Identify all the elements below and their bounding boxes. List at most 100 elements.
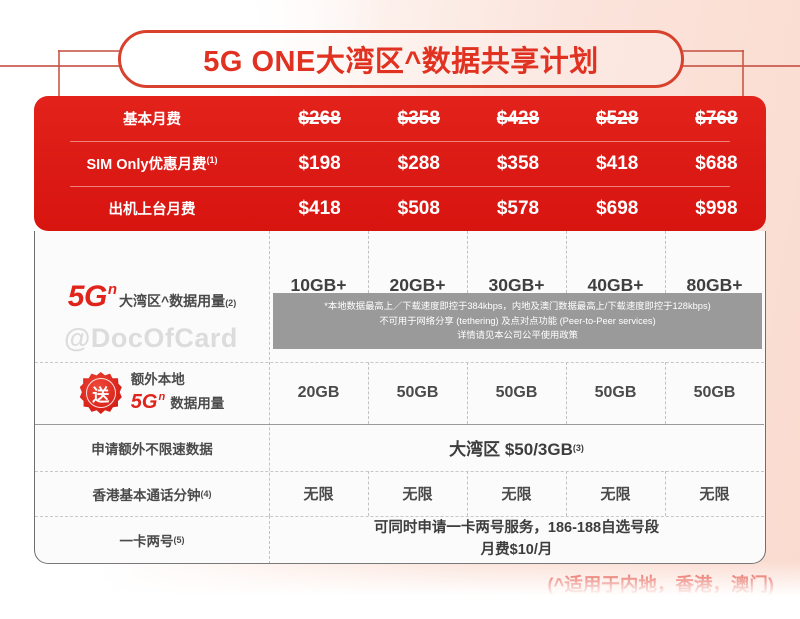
- footnote-marker: (3): [572, 442, 584, 453]
- price-cell: $508: [397, 197, 440, 219]
- footnote-marker: (2): [225, 297, 237, 308]
- data-amount: 10GB+: [290, 275, 347, 296]
- column-divider: [566, 362, 567, 424]
- title-banner: 5G ONE大湾区^数据共享计划: [0, 16, 800, 88]
- brand-5g-superscript: n: [107, 280, 117, 298]
- price-cell: $688: [695, 152, 738, 174]
- column-divider: [467, 471, 468, 516]
- voice-minutes-cell: 无限: [600, 486, 631, 503]
- column-divider: [368, 231, 369, 293]
- row-dual-number: 一卡两号 (5) 可同时申请一卡两号服务，186-188自选号段 月费$10/月: [35, 516, 764, 563]
- bonus-data-cell: 20GB: [297, 384, 340, 401]
- column-divider: [665, 471, 666, 516]
- data-amount: 30GB+: [488, 275, 545, 296]
- bonus-data-cell: 50GB: [594, 384, 637, 401]
- price-row-divider: [70, 186, 730, 187]
- price-row-label: SIM Only优惠月费(1): [34, 153, 270, 174]
- column-divider: [368, 362, 369, 424]
- row-label-text: 申请额外不限速数据: [91, 441, 213, 457]
- page-title: 5G ONE大湾区^数据共享计划: [203, 46, 599, 78]
- row-label-text: 香港基本通话分钟: [92, 487, 201, 503]
- price-cell: $358: [496, 152, 540, 174]
- data-amount: 20GB+: [389, 275, 446, 296]
- price-row-sim-only: SIM Only优惠月费(1) $198 $288 $358 $418 $688: [34, 141, 766, 186]
- connector-line-right: [742, 50, 744, 98]
- data-amount: 40GB+: [587, 275, 644, 296]
- voice-minutes-cell: 无限: [699, 486, 730, 503]
- price-cell: $578: [496, 197, 540, 219]
- row-label-data-allowance: 5G n 大湾区^数据用量 (2): [35, 231, 269, 362]
- dual-number-line2: 月费$10/月: [480, 542, 553, 558]
- extra-data-price: 大湾区 $50/3GB: [449, 440, 573, 459]
- price-cell: $528: [596, 107, 639, 129]
- brand-5g-mark: 5G: [130, 390, 158, 413]
- row-label-dual-number: 一卡两号 (5): [35, 516, 269, 563]
- price-row-device-plan: 出机上台月费 $418 $508 $578 $698 $998: [34, 186, 766, 231]
- footnote-marker: (5): [173, 535, 185, 545]
- column-divider: [269, 516, 270, 563]
- voice-minutes-cells: 无限 无限 无限 无限 无限: [269, 471, 764, 516]
- column-divider: [269, 231, 270, 516]
- bonus-label-line1: 额外本地: [130, 372, 185, 388]
- row-divider: [35, 471, 764, 472]
- footnote-marker: (1): [206, 155, 218, 166]
- connector-line-left: [58, 50, 60, 98]
- price-cell: $268: [298, 107, 341, 129]
- price-cell: $428: [496, 107, 540, 129]
- column-divider: [566, 231, 567, 293]
- bonus-data-cell: 50GB: [495, 384, 538, 401]
- price-cell: $418: [596, 152, 639, 174]
- price-row-label: 基本月费: [34, 108, 270, 129]
- price-cell: $358: [397, 107, 440, 129]
- price-cell: $198: [298, 152, 341, 174]
- bonus-data-cell: 50GB: [693, 384, 736, 401]
- brand-5g-mark: 5G: [67, 279, 108, 313]
- title-rule-left: [0, 65, 122, 67]
- row-bonus-data: 送 额外本地 5G n 数据用量 20GB 50GB 50GB 50GB 50GB: [35, 362, 764, 424]
- voice-minutes-cell: 无限: [303, 486, 334, 503]
- data-amount: 80GB+: [686, 275, 743, 296]
- bonus-data-cells: 20GB 50GB 50GB 50GB 50GB: [269, 362, 764, 424]
- fineprint-line: *本地数据最高上／下载速度即控于384kbps，内地及澳门数据最高上/下载速度即…: [324, 301, 711, 312]
- background-bottom-fade: [0, 561, 800, 619]
- row-label-extra-data: 申请额外不限速数据: [35, 424, 269, 471]
- fineprint-panel: *本地数据最高上／下载速度即控于384kbps，内地及澳门数据最高上/下载速度即…: [273, 293, 762, 349]
- column-divider: [665, 231, 666, 293]
- dual-number-value: 可同时申请一卡两号服务，186-188自选号段 月费$10/月: [269, 516, 764, 563]
- gift-seal-icon: 送: [79, 372, 122, 414]
- price-row-base-fee: 基本月费 $268 $358 $428 $528 $768: [34, 96, 766, 141]
- fineprint-line: 不可用于网络分享 (tethering) 及点对点功能 (Peer-to-Pee…: [379, 315, 656, 326]
- price-cell: $768: [695, 107, 738, 129]
- column-divider: [566, 471, 567, 516]
- row-label-voice-minutes: 香港基本通话分钟 (4): [35, 471, 269, 516]
- price-row-label-text: 出机上台月费: [108, 202, 196, 218]
- price-row-label-text: SIM Only优惠月费: [86, 157, 207, 173]
- price-cell: $998: [695, 197, 738, 219]
- column-divider: [665, 362, 666, 424]
- column-divider: [368, 471, 369, 516]
- footnote-marker: (4): [200, 488, 212, 499]
- price-cell: $698: [596, 197, 639, 219]
- title-pill-outline: [118, 30, 684, 88]
- price-row-label: 出机上台月费: [34, 198, 270, 219]
- title-rule-right: [680, 65, 800, 67]
- price-row-label-text: 基本月费: [123, 112, 181, 128]
- bonus-label-line2: 数据用量: [170, 395, 225, 411]
- row-voice-minutes: 香港基本通话分钟 (4) 无限 无限 无限 无限 无限: [35, 471, 764, 516]
- brand-5g-superscript: n: [158, 390, 166, 403]
- row-extra-data: 申请额外不限速数据 大湾区 $50/3GB (3): [35, 424, 764, 471]
- price-cell: $288: [397, 152, 440, 174]
- price-row-divider: [70, 141, 730, 142]
- voice-minutes-cell: 无限: [501, 486, 532, 503]
- row-divider: [35, 362, 764, 363]
- fineprint-line: 详情请见本公司公平使用政策: [457, 330, 578, 341]
- row-label-text: 一卡两号: [119, 534, 174, 549]
- column-divider: [467, 231, 468, 293]
- connector-elbow-left: [58, 50, 120, 52]
- gift-seal-glyph: 送: [92, 385, 110, 405]
- row-divider: [35, 424, 764, 425]
- price-block: 基本月费 $268 $358 $428 $528 $768 SIM Only优惠…: [34, 96, 766, 231]
